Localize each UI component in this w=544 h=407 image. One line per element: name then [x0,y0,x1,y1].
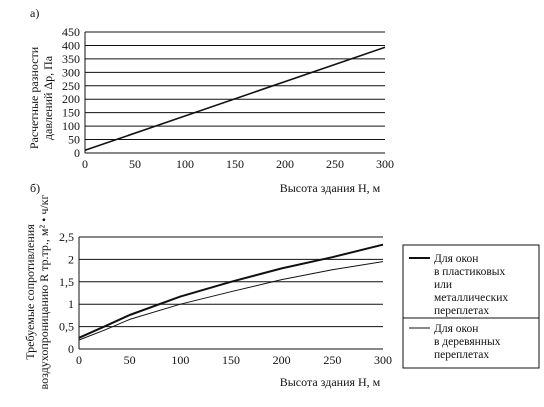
chart-b-grid [78,236,383,350]
chart-b-series-line-1 [78,243,384,339]
legend-entry-plastic-line-2: в пластиковых [434,266,505,278]
chart-b-x-tick-label: 300 [374,353,392,367]
legend-entry-wooden-line-3: переплетах [434,349,489,361]
chart-a-x-tick-label: 50 [129,157,141,171]
chart-a-x-tick-label: 250 [326,157,344,171]
chart-b-x-tick-label: 0 [76,353,82,367]
legend-entry-plastic-line-5: переплетах [434,305,489,317]
chart-a-y-tick-label: 50 [68,133,80,147]
chart-a-y-tick-label: 450 [62,25,80,39]
chart-a-y-tick-label: 350 [62,52,80,66]
chart-b-y-ticks: 0 0,5 1 1,5 2 2,5 [59,230,74,356]
chart-b-legend: Для окон в пластиковых или металлических… [402,244,540,369]
chart-a-x-tick-label: 300 [376,157,394,171]
chart-b-x-tick-label: 200 [273,353,291,367]
chart-b-y-tick-label: 1,5 [59,275,74,289]
panel-label-a: а) [30,6,39,20]
chart-b-x-tick-label: 250 [323,353,341,367]
chart-a-x-tick-label: 150 [226,157,244,171]
chart-b-y-tick-label: 0 [68,342,74,356]
chart-b-series [78,243,384,341]
chart-b-ylabel-line-2: воздухопроницанию R тр.тр., м² • ч/кг [37,194,51,389]
chart-b-x-tick-label: 100 [171,353,189,367]
chart-b-y-tick-label: 1 [68,297,74,311]
chart-b-series-line-2 [78,261,384,341]
chart-b-x-tick-label: 50 [124,353,136,367]
chart-a-ylabel-line-1: Расчетные разности [27,46,41,149]
chart-b-xlabel: Высота здания H, м [280,375,381,389]
chart-a-series-line-1 [84,46,386,152]
chart-a-ylabel-line-2: давлений Δp, Па [41,55,55,140]
legend-frame [402,244,540,369]
chart-a-y-tick-label: 300 [62,65,80,79]
panel-label-b: б) [30,181,40,195]
chart-a-x-tick-label: 200 [276,157,294,171]
chart-a-xlabel: Высота здания H, м [280,181,381,195]
chart-b-y-tick-label: 2 [68,252,74,266]
chart-a-y-tick-label: 0 [74,146,80,160]
chart-a-x-ticks: 0 50 100 150 200 250 300 [82,157,394,171]
chart-b: 0 0,5 1 1,5 2 2,5 0 50 100 150 200 250 300 Требуемы… [23,194,392,389]
chart-b-y-tick-label: 0,5 [59,320,74,334]
chart-a-y-tick-label: 150 [62,106,80,120]
chart-b-x-tick-label: 150 [222,353,240,367]
chart-a-x-tick-label: 0 [82,157,88,171]
chart-b-ylabel-line-1: Требуемые сопротивления [23,224,37,360]
chart-a-x-tick-label: 100 [176,157,194,171]
legend-entry-plastic-line-4: металлических [434,292,508,304]
chart-a-y-tick-label: 400 [62,38,80,52]
chart-b-x-ticks: 0 50 100 150 200 250 300 [76,353,392,367]
chart-a-y-tick-label: 250 [62,79,80,93]
chart-a-y-tick-label: 100 [62,119,80,133]
legend-entry-wooden-line-2: в деревянных [434,336,501,348]
chart-b-y-tick-label: 2,5 [59,230,74,244]
legend-entry-plastic-line-3: или [434,279,452,291]
chart-a-series [84,46,386,152]
legend-entry-plastic-line-1: Для окон [434,253,478,265]
chart-a-y-tick-label: 200 [62,92,80,106]
legend-entry-wooden-line-1: Для окон [434,323,478,335]
